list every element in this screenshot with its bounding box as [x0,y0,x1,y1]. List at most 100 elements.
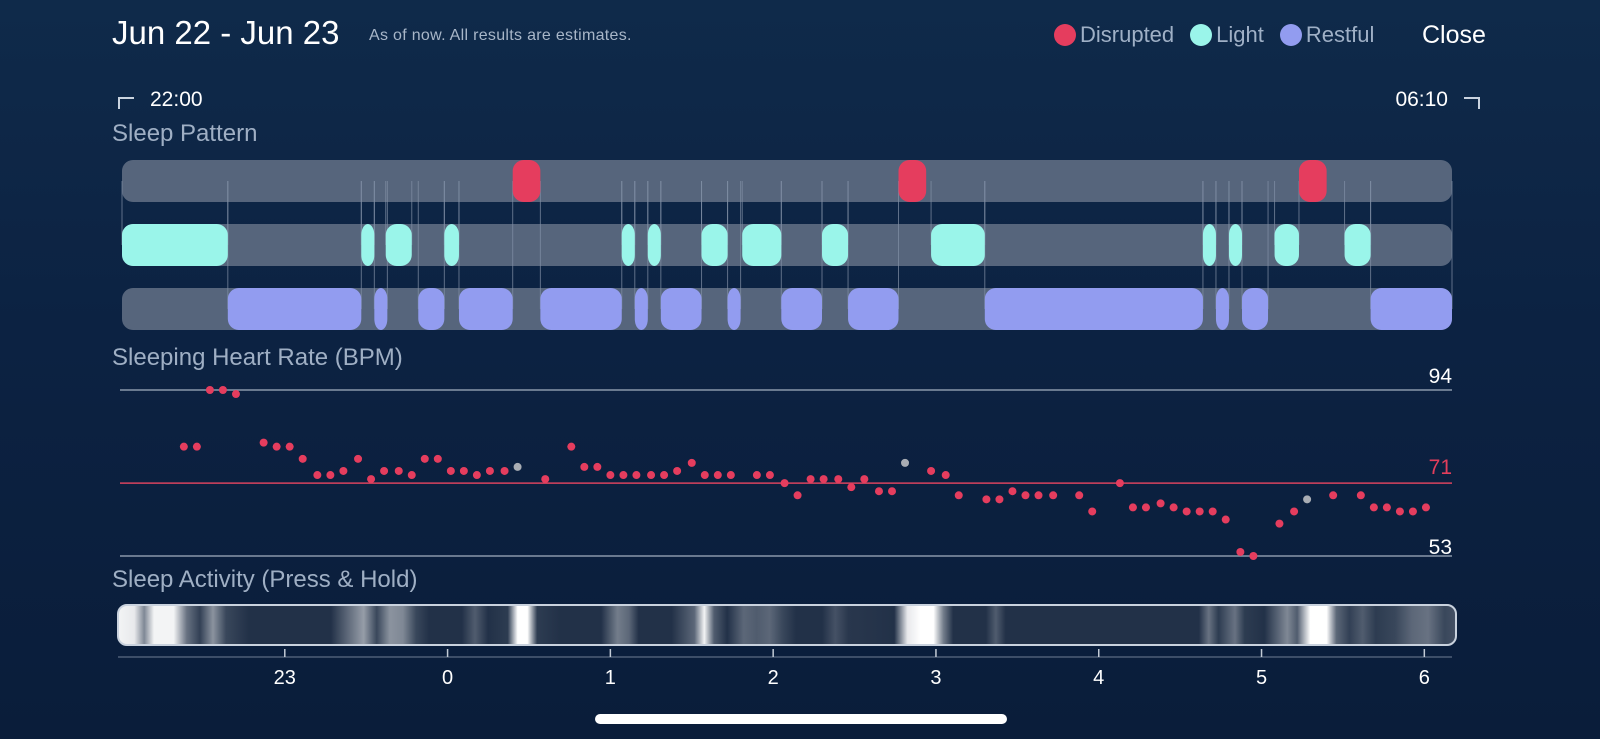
hr-point [354,454,363,463]
hr-point [1088,507,1097,516]
hr-point [660,471,669,480]
pattern-segment-restful [1215,288,1229,330]
hr-point [1382,503,1391,512]
hr-point [580,462,589,471]
axis-tick-label: 4 [1093,667,1104,689]
bracket-right-icon [1464,97,1480,109]
pattern-segment-restful [374,288,388,330]
hr-point [1249,552,1258,560]
pattern-segment-light [122,224,228,266]
axis-tick-label: 3 [930,667,941,689]
axis-tick-label: 0 [442,667,453,689]
heart-rate-chart: 94 71 53 [120,365,1452,560]
hr-point [1156,499,1165,508]
hr-point [1329,491,1338,500]
hr-point [205,386,214,394]
pattern-segment-restful [1370,288,1452,330]
hr-point [367,475,376,484]
pattern-segment-light [361,224,375,266]
hr-point [713,471,722,480]
legend-item-disrupted: Disrupted [1054,22,1174,48]
hr-point [1115,479,1124,488]
home-indicator[interactable] [595,714,1007,724]
pattern-segment-light [444,224,459,266]
hr-point [687,458,696,467]
hr-point [218,386,227,394]
hr-point [860,475,869,484]
hr-point [394,466,403,475]
axis-tick-label: 1 [605,667,616,689]
hr-point [567,442,576,451]
close-button[interactable]: Close [1422,21,1486,49]
pattern-segment-light [931,224,985,266]
hr-point [726,471,735,480]
hr-point [1128,503,1137,512]
pattern-segment-light [1274,224,1299,266]
hr-point [606,471,615,480]
hr-point [834,475,843,484]
pattern-segment-restful [418,288,445,330]
sleep-pattern-chart [121,160,1453,330]
legend: Disrupted Light Restful [1054,22,1390,48]
activity-bar[interactable] [117,604,1457,646]
legend-label-light: Light [1216,22,1264,47]
pattern-segment-disrupted [1298,160,1327,202]
hr-point [285,442,294,451]
sleep-activity-chart[interactable] [117,604,1457,646]
hr-point [888,487,896,496]
hr-point [954,491,963,500]
hr-point [819,475,828,484]
hr-point [1141,503,1150,512]
hr-point [179,442,188,451]
hr-point [313,471,322,480]
legend-item-restful: Restful [1279,22,1374,48]
hr-point [647,471,656,480]
pattern-segment-restful [227,288,362,330]
hr-point [272,442,281,451]
hr-min-label: 53 [1429,536,1452,559]
page-title: Jun 22 - Jun 23 [112,14,340,51]
axis-tick-label: 2 [768,667,779,689]
hr-avg-label: 71 [1429,456,1452,479]
hr-point [326,471,335,480]
hr-point [459,466,468,475]
heart-rate-title: Sleeping Heart Rate (BPM) [112,344,403,371]
hr-point [806,475,815,484]
hr-point [752,471,761,480]
hr-point [927,466,936,475]
legend-item-light: Light [1190,22,1264,48]
pattern-segment-restful [634,288,648,330]
hr-point [192,442,201,451]
pattern-segment-light [1344,224,1371,266]
hr-point [1208,507,1217,516]
hr-point [298,454,307,463]
hr-point [593,462,602,471]
hr-point [780,479,789,488]
pattern-segment-light [621,224,635,266]
hr-point [1290,507,1299,516]
pattern-track-disrupted [122,160,1452,202]
hr-point [1169,503,1178,512]
pattern-segment-restful [540,288,622,330]
hr-point [380,466,389,475]
hr-point [700,471,709,480]
hr-point [472,471,481,480]
hr-point [982,495,991,504]
pattern-segment-light [647,224,661,266]
pattern-segment-restful [727,288,741,330]
hr-point [874,487,883,496]
start-time: 22:00 [118,88,203,112]
time-axis: 23 0 1 2 3 4 5 6 [118,649,1452,689]
pattern-segment-light [822,224,849,266]
hr-point [1395,507,1404,516]
hr-point [1369,503,1378,512]
hr-point [446,466,455,475]
pattern-segment-disrupted [512,160,541,202]
hr-point [407,471,416,480]
hr-point [485,466,494,475]
hr-point [1034,491,1043,500]
pattern-segment-restful [848,288,899,330]
hr-point [1049,491,1058,500]
